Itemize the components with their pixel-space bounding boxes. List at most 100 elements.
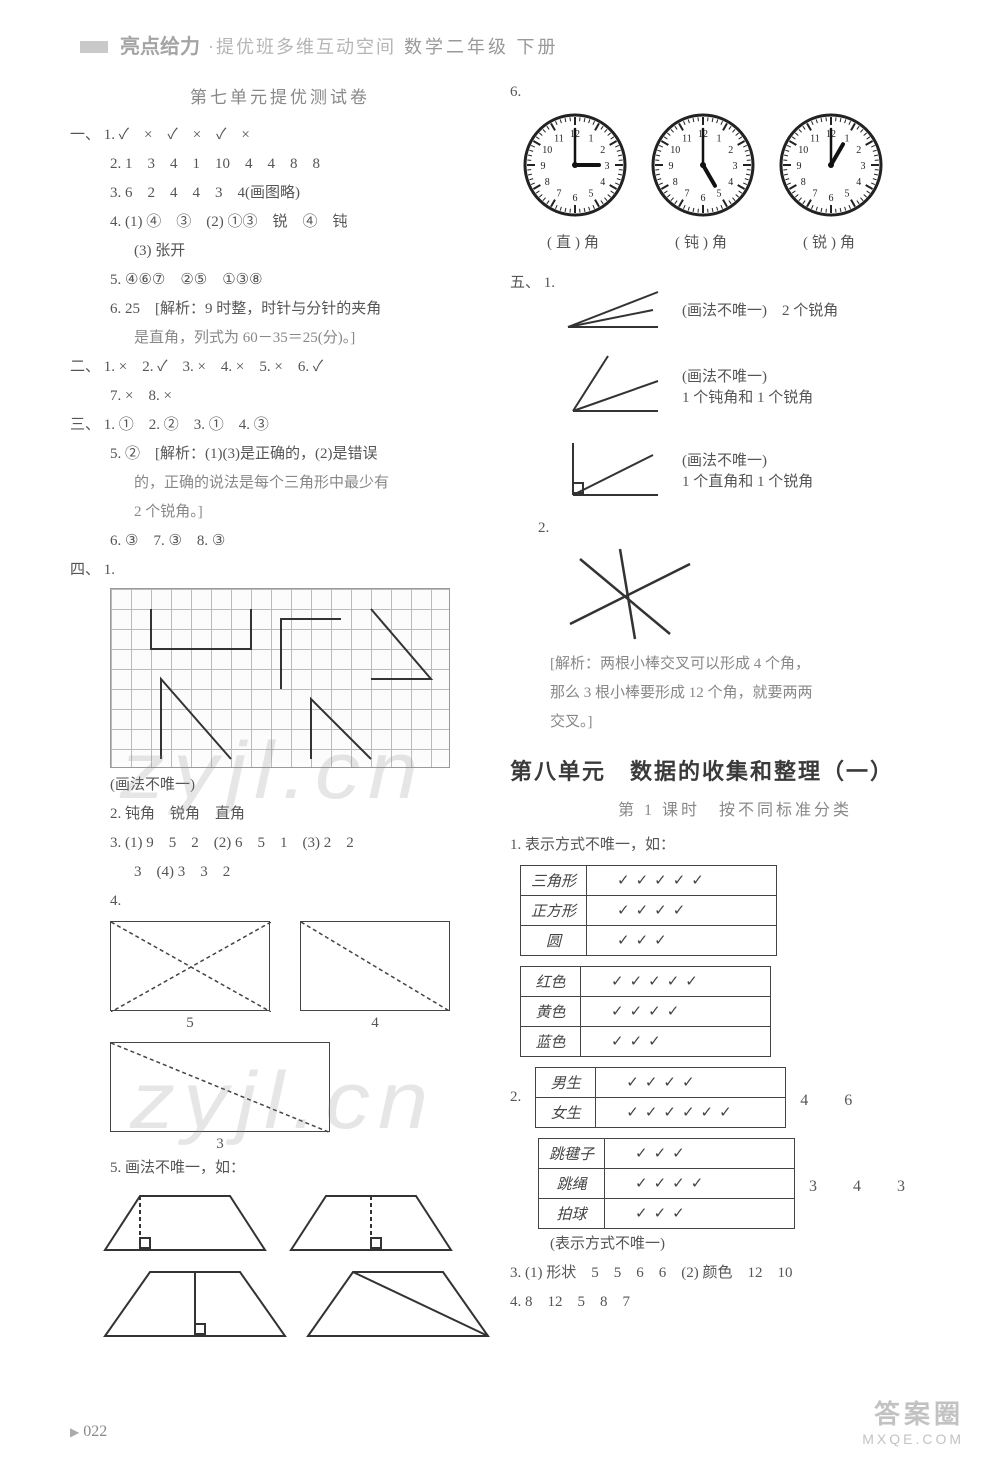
table-row: 三角形✓✓✓✓✓ — [521, 866, 777, 896]
sec1-q1: 1. ✓ × ✓ × ✓ × — [104, 127, 250, 143]
rects-row-2: 3 — [110, 1042, 490, 1153]
svg-text:2: 2 — [600, 145, 605, 156]
table-note: (表示方式不唯一) — [510, 1231, 960, 1258]
angle-3: (画法不唯一) 1 个直角和 1 个锐角 — [558, 435, 960, 505]
svg-text:7: 7 — [685, 189, 690, 200]
sec5-q1: 1. — [544, 275, 555, 291]
svg-text:8: 8 — [545, 177, 550, 188]
sec1-q4b: (3) 张开 — [70, 238, 490, 265]
table-row: 蓝色✓✓✓ — [521, 1027, 771, 1057]
table-row: 圆✓✓✓ — [521, 926, 777, 956]
table-4-row: 跳毽子✓✓✓跳绳✓✓✓✓拍球✓✓✓ 3 4 3 — [538, 1138, 960, 1229]
angle-2-text2: 1 个钝角和 1 个锐角 — [682, 386, 813, 407]
header-subject: 数学二年级 下册 — [404, 33, 559, 59]
sec3: 三、 1. ① 2. ② 3. ① 4. ③ — [70, 412, 490, 439]
table-2: 红色✓✓✓✓✓黄色✓✓✓✓蓝色✓✓✓ — [520, 966, 771, 1057]
svg-text:3: 3 — [605, 161, 610, 172]
table-3: 男生✓✓✓✓女生✓✓✓✓✓✓ — [535, 1067, 786, 1128]
table-row: 黄色✓✓✓✓ — [521, 997, 771, 1027]
sec4-q4: 4. — [70, 888, 490, 915]
page-number: 022 — [70, 1423, 107, 1441]
svg-text:6: 6 — [573, 193, 578, 204]
corner-brand: 答案圈 MXQE.COM — [862, 1394, 964, 1447]
trapezoid-2 — [286, 1188, 456, 1258]
rect-3-label: 3 — [110, 1136, 330, 1153]
sec2: 二、 1. × 2. ✓ 3. × 4. × 5. × 6. ✓ — [70, 354, 490, 381]
trapezoid-3 — [100, 1264, 287, 1344]
svg-text:3: 3 — [861, 161, 866, 172]
trapezoid-4 — [303, 1264, 490, 1344]
rect-4: 4 — [300, 921, 450, 1032]
svg-text:1: 1 — [717, 133, 722, 144]
sec4-q3a: 3. (1) 9 5 2 (2) 6 5 1 (3) 2 2 — [70, 830, 490, 857]
svg-text:8: 8 — [801, 177, 806, 188]
rect-4-label: 4 — [300, 1015, 450, 1032]
trapezoid-row-1 — [100, 1188, 490, 1258]
header-sub: ·提优班多维互动空间 — [208, 33, 396, 59]
svg-text:2: 2 — [856, 145, 861, 156]
q2-expl3: 交叉。] — [510, 709, 960, 736]
grid-note: (画法不唯一) — [70, 772, 490, 799]
q2-expl2: 那么 3 根小棒要形成 12 个角，就要两两 — [510, 680, 960, 707]
sec3-q5c: 2 个锐角。] — [70, 499, 490, 526]
sec2-line2: 7. × 8. × — [70, 383, 490, 410]
clocks-row: 123456789101112 (直)角 123456789101112 (钝)… — [520, 110, 960, 252]
svg-text:11: 11 — [682, 133, 692, 144]
table-row: 拍球✓✓✓ — [539, 1199, 795, 1229]
sec4-q1: 1. — [104, 562, 115, 578]
grid-diagram — [110, 588, 450, 768]
q3: 3. (1) 形状 5 5 6 6 (2) 颜色 12 10 — [510, 1260, 960, 1287]
svg-text:9: 9 — [669, 161, 674, 172]
trapezoid-1 — [100, 1188, 270, 1258]
sec3-line6: 6. ③ 7. ③ 8. ③ — [70, 528, 490, 555]
rect-3: 3 — [110, 1042, 330, 1153]
angle-3-text1: (画法不唯一) — [682, 449, 813, 470]
rect-5-label: 5 — [110, 1015, 270, 1032]
angle-2: (画法不唯一) 1 个钝角和 1 个锐角 — [558, 351, 960, 421]
clock: 123456789101112 (锐)角 — [776, 110, 886, 252]
sec1: 一、 1. ✓ × ✓ × ✓ × — [70, 122, 490, 149]
table-row: 红色✓✓✓✓✓ — [521, 967, 771, 997]
right-column: 6. 123456789101112 (直)角 123456789101112 … — [510, 77, 960, 1344]
table-row: 跳毽子✓✓✓ — [539, 1139, 795, 1169]
clock: 123456789101112 (钝)角 — [648, 110, 758, 252]
q2-row: 2. 男生✓✓✓✓女生✓✓✓✓✓✓ 4 6 — [510, 1067, 960, 1128]
angle-1-text: (画法不唯一) 2 个锐角 — [682, 299, 838, 320]
sec1-q2: 2. 1 3 4 1 10 4 4 8 8 — [70, 151, 490, 178]
svg-text:1: 1 — [589, 133, 594, 144]
sec1-q4a: 4. (1) ④ ③ (2) ①③ 锐 ④ 钝 — [70, 209, 490, 236]
unit8-title: 第八单元 数据的收集和整理（一） — [510, 754, 960, 786]
clock: 123456789101112 (直)角 — [520, 110, 630, 252]
q6-label: 6. — [510, 79, 960, 106]
svg-text:2: 2 — [728, 145, 733, 156]
sec1-q3: 3. 6 2 4 4 3 4(画图略) — [70, 180, 490, 207]
sec5-label: 五、 — [510, 275, 540, 291]
q1-intro: 1. 表示方式不唯一，如： — [510, 832, 960, 859]
sec4-q5: 5. 画法不唯一，如： — [70, 1155, 490, 1182]
angle-3-text2: 1 个直角和 1 个锐角 — [682, 470, 813, 491]
sec4-q3b: 3 (4) 3 3 2 — [70, 859, 490, 886]
sticks-diagram — [560, 544, 700, 644]
sec2-label: 二、 — [70, 359, 100, 375]
lesson1-title: 第 1 课时 按不同标准分类 — [510, 796, 960, 820]
table-row: 跳绳✓✓✓✓ — [539, 1169, 795, 1199]
sec4: 四、 1. — [70, 557, 490, 584]
svg-text:4: 4 — [600, 177, 605, 188]
svg-text:9: 9 — [541, 161, 546, 172]
q4: 4. 8 12 5 8 7 — [510, 1289, 960, 1316]
sec1-q6b: 是直角，列式为 60－35＝25(分)。] — [70, 325, 490, 352]
sec1-q6a: 6. 25 [解析：9 时整，时针与分针的夹角 — [70, 296, 490, 323]
angle-2-text1: (画法不唯一) — [682, 365, 813, 386]
svg-text:3: 3 — [733, 161, 738, 172]
svg-text:10: 10 — [542, 145, 552, 156]
svg-text:11: 11 — [554, 133, 564, 144]
sec4-label: 四、 — [70, 562, 100, 578]
svg-text:8: 8 — [673, 177, 678, 188]
corner-b1: 答案圈 — [862, 1394, 964, 1431]
page-header: 亮点给力 ·提优班多维互动空间 数学二年级 下册 — [70, 30, 960, 59]
svg-text:9: 9 — [797, 161, 802, 172]
table-row: 女生✓✓✓✓✓✓ — [536, 1098, 786, 1128]
svg-text:7: 7 — [813, 189, 818, 200]
table-4-side: 3 4 3 — [809, 1172, 915, 1196]
svg-text:10: 10 — [798, 145, 808, 156]
